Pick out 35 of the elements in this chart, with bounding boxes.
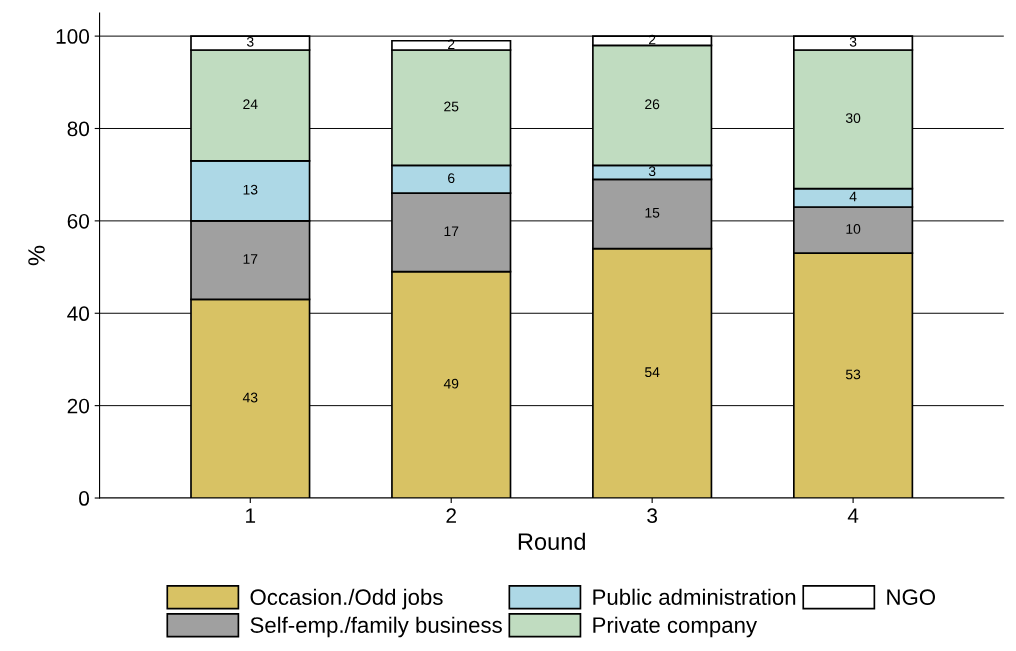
x-tick-label: 4 bbox=[847, 508, 859, 523]
data-label: 3 bbox=[648, 166, 656, 177]
x-axis-title: Round bbox=[518, 532, 585, 551]
data-label: 17 bbox=[444, 226, 459, 237]
data-label: 43 bbox=[242, 392, 258, 403]
data-label: 3 bbox=[849, 36, 857, 47]
data-label: 30 bbox=[845, 113, 861, 123]
y-tick-label: 40 bbox=[67, 306, 90, 322]
legend-label: NGO bbox=[887, 589, 936, 606]
x-tick-label: 2 bbox=[446, 508, 456, 523]
data-label: 25 bbox=[444, 101, 459, 112]
data-label: 3 bbox=[246, 36, 254, 47]
data-label: 13 bbox=[243, 184, 258, 195]
legend-label: Public administration bbox=[593, 588, 796, 606]
data-label: 15 bbox=[645, 207, 660, 218]
data-label: 24 bbox=[243, 99, 258, 109]
data-label: 17 bbox=[243, 254, 258, 264]
y-tick-label: 60 bbox=[67, 213, 90, 229]
data-label: 26 bbox=[645, 99, 660, 110]
legend-label: Private company bbox=[593, 616, 758, 638]
y-axis-title: % bbox=[28, 245, 45, 266]
data-label: 49 bbox=[443, 378, 459, 389]
data-label: 54 bbox=[644, 367, 660, 378]
legend-label: Self-emp./family business bbox=[250, 616, 502, 638]
y-tick-label: 100 bbox=[56, 29, 90, 44]
data-label: 53 bbox=[845, 369, 861, 380]
x-tick-label: 1 bbox=[246, 508, 256, 523]
y-tick-label: 20 bbox=[67, 398, 90, 414]
y-tick-label: 0 bbox=[79, 491, 90, 506]
y-tick-label: 80 bbox=[67, 121, 90, 137]
x-tick-label: 3 bbox=[647, 508, 658, 524]
data-label: 4 bbox=[849, 191, 857, 202]
data-label: 10 bbox=[846, 224, 861, 234]
legend-label: Occasion./Odd jobs bbox=[250, 588, 443, 610]
data-label: 6 bbox=[448, 173, 455, 184]
